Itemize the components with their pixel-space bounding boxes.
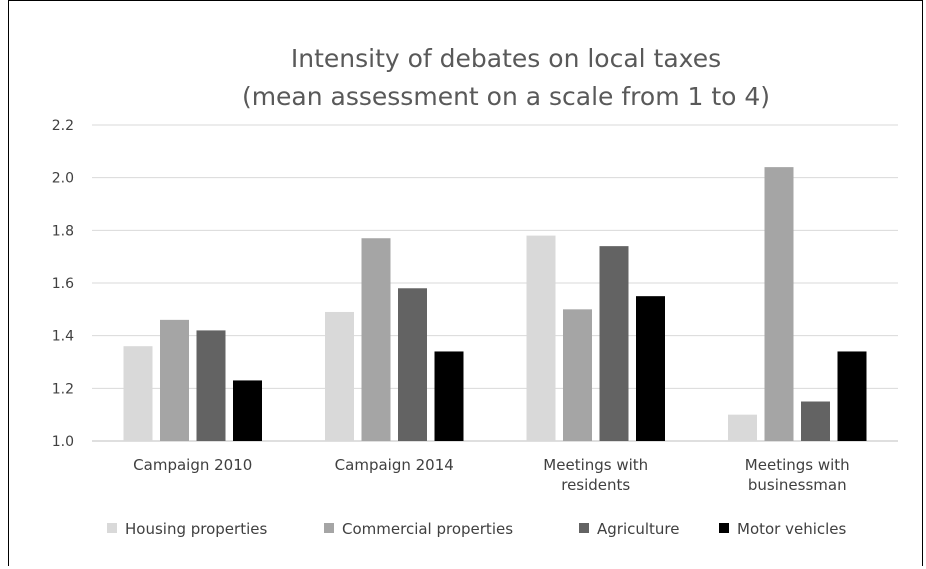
x-axis: Campaign 2010 Campaign 2014 Meetings with r… bbox=[133, 456, 850, 494]
y-tick-label: 1.4 bbox=[52, 329, 74, 345]
bar-agriculture bbox=[599, 246, 629, 441]
x-category-label: businessman bbox=[748, 476, 847, 494]
bar-motor-vehicles bbox=[837, 351, 867, 441]
y-tick-label: 1.0 bbox=[52, 434, 74, 450]
bar-motor-vehicles bbox=[434, 351, 464, 441]
bar-housing-properties bbox=[728, 414, 757, 441]
legend-swatch bbox=[324, 523, 334, 533]
legend-swatch bbox=[107, 523, 117, 533]
gridlines bbox=[92, 124, 898, 442]
bar-commercial-properties bbox=[764, 167, 794, 441]
bar-agriculture bbox=[398, 288, 427, 441]
bar-motor-vehicles bbox=[636, 296, 665, 441]
bars bbox=[123, 167, 867, 441]
legend: Housing properties Commercial properties A… bbox=[107, 520, 847, 538]
chart-title-line-1: Intensity of debates on local taxes bbox=[291, 44, 721, 73]
x-category-label: Meetings with bbox=[745, 456, 850, 474]
bar-commercial-properties bbox=[160, 319, 189, 441]
legend-swatch bbox=[719, 523, 729, 533]
chart-title: Intensity of debates on local taxes (mean… bbox=[242, 44, 770, 111]
legend-label: Motor vehicles bbox=[737, 520, 847, 538]
y-axis-ticks: 1.0 1.2 1.4 1.6 1.8 2.0 2.2 bbox=[52, 118, 74, 450]
x-category-label: Campaign 2010 bbox=[133, 456, 252, 474]
bar-motor-vehicles bbox=[233, 380, 262, 441]
x-category-label: residents bbox=[561, 476, 630, 494]
bar-housing-properties bbox=[325, 311, 354, 441]
bar-commercial-properties bbox=[361, 238, 391, 441]
bar-agriculture bbox=[801, 401, 830, 441]
bar-agriculture bbox=[196, 330, 226, 441]
legend-label: Commercial properties bbox=[342, 520, 513, 538]
y-tick-label: 2.0 bbox=[52, 171, 74, 187]
legend-label: Housing properties bbox=[125, 520, 267, 538]
legend-label: Agriculture bbox=[597, 520, 680, 538]
y-tick-label: 1.8 bbox=[52, 223, 74, 239]
bar-housing-properties bbox=[526, 235, 556, 441]
y-tick-label: 1.6 bbox=[52, 276, 74, 292]
y-tick-label: 2.2 bbox=[52, 118, 74, 134]
chart-title-line-2: (mean assessment on a scale from 1 to 4) bbox=[242, 82, 770, 111]
x-category-label: Campaign 2014 bbox=[335, 456, 454, 474]
legend-swatch bbox=[579, 523, 589, 533]
y-tick-label: 1.2 bbox=[52, 381, 74, 397]
bar-commercial-properties bbox=[563, 309, 592, 441]
x-category-label: Meetings with bbox=[543, 456, 648, 474]
bar-housing-properties bbox=[123, 346, 153, 441]
